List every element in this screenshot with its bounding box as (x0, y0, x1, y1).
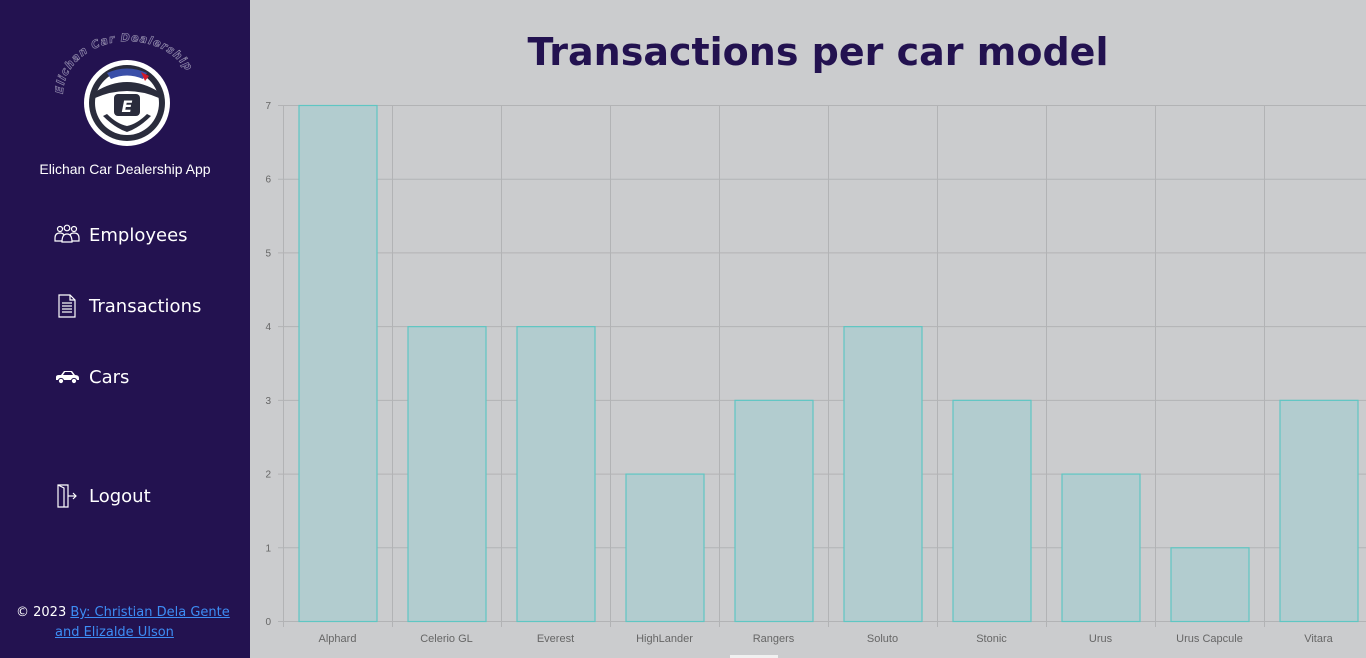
nav-employees[interactable]: Employees (54, 220, 188, 250)
bar (298, 104, 378, 623)
document-icon (54, 294, 80, 318)
nav-transactions-label: Transactions (89, 295, 202, 317)
x-tick-label: Alphard (319, 633, 357, 645)
bar (1061, 473, 1141, 623)
x-tick-label: Soluto (867, 633, 898, 645)
bar (952, 399, 1032, 623)
chart-title: Transactions per car model (527, 30, 1109, 74)
credits-link-1[interactable]: By: Christian Dela Gente (70, 605, 230, 620)
bar (1170, 547, 1250, 623)
nav-cars-label: Cars (89, 366, 130, 388)
x-tick-label: Urus (1089, 633, 1113, 645)
bar (625, 473, 705, 623)
y-tick-label: 7 (265, 101, 271, 112)
bar-chart: 0 1 2 3 4 5 6 7 Alphard Celerio GL Everest HighLand… (265, 101, 1366, 645)
x-tick-label: Celerio GL (420, 633, 473, 645)
footer: © 2023 By: Christian Dela Gente and Eliz… (16, 603, 246, 643)
y-tick-label: 1 (265, 543, 271, 554)
bar (1279, 399, 1359, 623)
x-tick-label: Urus Capcule (1176, 633, 1243, 645)
y-tick-label: 3 (265, 396, 271, 407)
nav-transactions[interactable]: Transactions (54, 291, 201, 321)
horizontal-scrollbar-thumb[interactable] (730, 655, 778, 658)
x-tick-label: Everest (537, 633, 574, 645)
x-tick-label: HighLander (636, 633, 693, 645)
main-content: Transactions per car model 0 1 2 3 4 5 6 7 Alpha… (250, 0, 1366, 658)
nav-employees-label: Employees (89, 224, 188, 246)
y-tick-label: 2 (265, 470, 271, 481)
x-tick-label: Vitara (1304, 633, 1333, 645)
sidebar: Elichan Car Dealership E Elichan Car Dea… (0, 0, 250, 658)
car-icon (54, 365, 80, 389)
bar (734, 399, 814, 623)
y-tick-label: 6 (265, 175, 271, 186)
bar (407, 326, 487, 623)
copyright-text: © 2023 (16, 605, 67, 620)
nav-cars[interactable]: Cars (54, 362, 129, 392)
y-tick-label: 0 (265, 617, 271, 628)
nav-logout-label: Logout (89, 485, 151, 507)
dealership-logo: Elichan Car Dealership E (55, 32, 195, 146)
door-exit-icon (54, 484, 80, 508)
svg-text:E: E (122, 97, 133, 116)
x-tick-label: Rangers (753, 633, 795, 645)
bar (843, 326, 923, 623)
users-icon (54, 223, 80, 247)
y-tick-label: 4 (265, 322, 271, 333)
app-name: Elichan Car Dealership App (39, 161, 211, 177)
nav-logout[interactable]: Logout (54, 481, 151, 511)
credits-link-2[interactable]: and Elizalde Ulson (55, 625, 174, 640)
x-tick-label: Stonic (976, 633, 1007, 645)
y-tick-label: 5 (265, 248, 271, 259)
bar (516, 326, 596, 623)
